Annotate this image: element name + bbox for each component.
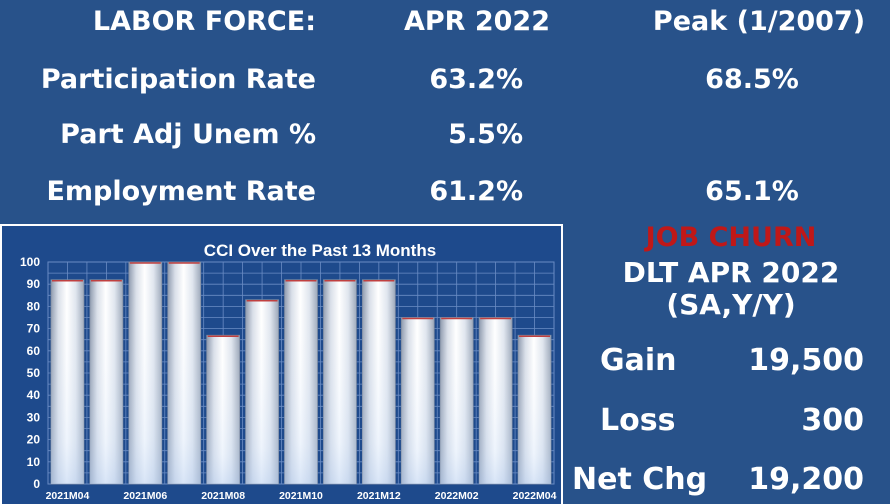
cci-chart: CCI Over the Past 13 Months 0 10 20 30 40 50 6…	[2, 226, 561, 504]
participation-rate-current: 63.2%	[429, 64, 523, 95]
x-tick-label: 2022M04	[513, 490, 557, 502]
participation-rate-label: Participation Rate	[40, 64, 316, 95]
bar-shade-2021M09	[245, 299, 279, 484]
bar-shade-2021M11	[323, 279, 357, 484]
loss-value: 300	[801, 403, 864, 438]
x-tick-label: 2021M06	[123, 490, 167, 502]
cci-chart-panel: CCI Over the Past 13 Months 0 10 20 30 40 50 6…	[0, 224, 563, 504]
y-tick-label: 60	[27, 344, 41, 358]
participation-rate-peak: 68.5%	[705, 64, 799, 95]
gain-value: 19,500	[748, 343, 864, 378]
bar-shade-2021M06	[128, 262, 162, 484]
x-tick-label: 2021M10	[279, 490, 323, 502]
x-tick-label: 2021M12	[357, 490, 401, 502]
y-tick-label: 30	[27, 410, 41, 424]
net-change-value: 19,200	[748, 462, 864, 497]
loss-label: Loss	[600, 403, 676, 438]
bar-shade-2022M04	[518, 335, 551, 484]
y-tick-label: 90	[27, 277, 41, 291]
net-change-label: Net Chg	[572, 462, 708, 497]
gain-label: Gain	[600, 343, 677, 378]
employment-rate-peak: 65.1%	[705, 176, 799, 207]
x-tick-label: 2021M08	[201, 490, 245, 502]
bar-shade-2021M04	[51, 279, 84, 484]
bar-shade-2021M05	[89, 279, 123, 484]
job-churn-subtitle-1: DLT APR 2022	[622, 256, 840, 289]
y-tick-label: 70	[27, 322, 41, 336]
bar-shade-2022M01	[401, 317, 435, 484]
part-adj-unem-current: 5.5%	[448, 119, 523, 150]
y-tick-label: 40	[27, 388, 41, 402]
bar-shade-2021M12	[362, 279, 396, 484]
employment-rate-current: 61.2%	[429, 176, 523, 207]
employment-rate-label: Employment Rate	[46, 176, 316, 207]
x-tick-label: 2022M02	[435, 490, 479, 502]
y-tick-label: 0	[33, 477, 40, 491]
current-period-header: APR 2022	[403, 6, 550, 37]
labor-force-header: LABOR FORCE:	[92, 6, 316, 37]
job-churn-title: JOB CHURN	[645, 222, 817, 253]
y-tick-label: 80	[27, 299, 41, 313]
job-churn-subtitle-2: (SA,Y/Y)	[666, 288, 796, 321]
bar-shade-2021M10	[284, 279, 318, 484]
bar-shade-2021M08	[206, 335, 240, 484]
y-tick-label: 20	[27, 433, 41, 447]
bar-shade-2022M02	[440, 317, 474, 484]
x-tick-label: 2021M04	[46, 490, 90, 502]
y-tick-label: 50	[27, 366, 41, 380]
y-tick-label: 100	[20, 255, 40, 269]
chart-title: CCI Over the Past 13 Months	[204, 241, 436, 260]
bar-shade-2022M03	[479, 317, 513, 484]
peak-period-header: Peak (1/2007)	[652, 6, 866, 37]
bar-shade-2021M07	[167, 262, 201, 484]
y-tick-label: 10	[27, 455, 41, 469]
part-adj-unem-label: Part Adj Unem %	[60, 119, 316, 150]
